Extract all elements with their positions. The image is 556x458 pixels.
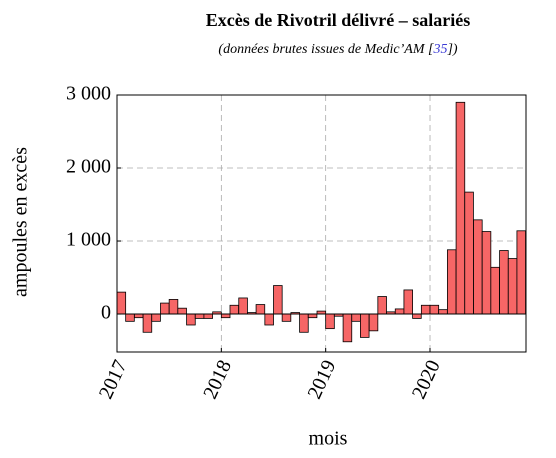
bar — [238, 297, 248, 315]
bar — [325, 313, 335, 330]
chart-title: Excès de Rivotril délivré – salariés — [206, 10, 470, 30]
bar — [134, 313, 144, 319]
bar — [177, 307, 187, 315]
bar — [473, 219, 483, 315]
y-axis-label: ampoules en excès — [10, 147, 32, 297]
bar — [420, 304, 431, 315]
bar — [203, 313, 213, 319]
x-axis-label: mois — [309, 428, 348, 450]
bar — [377, 296, 387, 315]
bar — [194, 313, 205, 319]
bar — [464, 191, 474, 315]
bar — [255, 304, 266, 315]
bar — [142, 313, 153, 333]
bar — [264, 313, 274, 326]
bar — [151, 313, 161, 322]
bar — [394, 308, 405, 315]
x-tick-label: 2020 — [408, 357, 445, 403]
bar — [307, 313, 318, 319]
y-tick-label: 0 — [101, 302, 111, 324]
bar — [229, 304, 240, 315]
bar — [168, 299, 179, 315]
y-tick-label: 2 000 — [66, 156, 111, 178]
bar — [481, 231, 492, 315]
bar — [516, 230, 526, 315]
y-tick-label: 3 000 — [66, 83, 111, 105]
citation: 35 — [432, 42, 447, 57]
bar — [455, 101, 466, 315]
bar — [429, 304, 440, 315]
bar — [281, 313, 292, 322]
bar — [351, 313, 361, 322]
bar — [499, 250, 509, 315]
bar — [490, 266, 500, 315]
bar — [186, 313, 196, 326]
bar — [438, 309, 448, 315]
bar — [125, 313, 135, 322]
subtitle-text: ]) — [446, 42, 457, 57]
x-tick-label: 2018 — [199, 357, 236, 403]
y-tick-label: 1 000 — [66, 229, 111, 251]
bar — [220, 313, 231, 319]
bar — [273, 285, 283, 315]
x-tick-label: 2019 — [304, 357, 341, 403]
bar — [116, 291, 127, 315]
subtitle-text: (données brutes issues de Medic’AM [ — [218, 42, 434, 57]
x-tick-label: 2017 — [95, 357, 132, 403]
bar — [160, 302, 170, 315]
bar — [360, 313, 370, 338]
bar — [412, 313, 422, 319]
bar — [403, 289, 413, 315]
bar — [299, 313, 309, 333]
plot-frame — [116, 94, 527, 353]
chart-subtitle: (données brutes issues de Medic’AM [35]) — [218, 42, 457, 57]
bar — [368, 313, 379, 332]
bar — [447, 249, 457, 315]
bar — [342, 313, 353, 343]
bar — [507, 258, 518, 315]
